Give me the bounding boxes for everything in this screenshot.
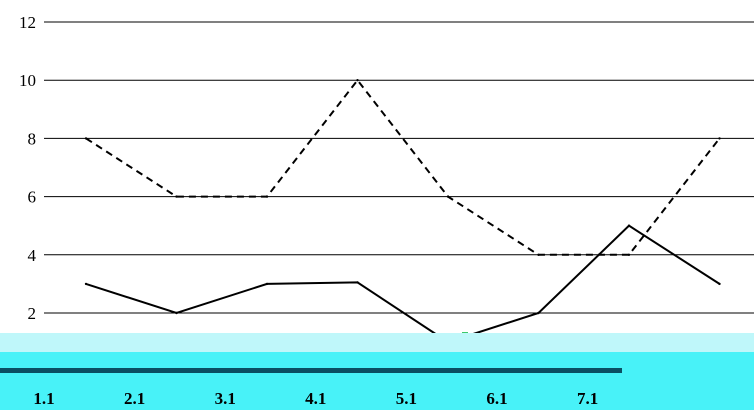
series-dashed-point-2 [265, 195, 269, 198]
y-axis-tick-labels: 2 4 6 8 10 12 [19, 13, 37, 323]
y-tick-label-12: 12 [19, 13, 36, 32]
series-dashed-point-5 [537, 253, 540, 256]
series-lines [84, 78, 721, 345]
y-tick-label-4: 4 [28, 246, 37, 265]
x-category-label-1: 1.1 [33, 389, 54, 408]
series-solid-point-7 [718, 282, 721, 286]
cyan-band [0, 333, 754, 410]
series-dashed-point-0 [84, 137, 88, 140]
gridlines [44, 21, 754, 314]
x-category-label-7: 7.1 [577, 389, 598, 408]
series-dashed-point-3 [356, 79, 359, 82]
y-tick-label-8: 8 [28, 129, 37, 148]
y-tick-label-10: 10 [19, 71, 36, 90]
series-solid-point-5 [537, 311, 540, 315]
series-solid-point-2 [265, 282, 269, 286]
series-line-solid [85, 224, 721, 344]
x-category-label-4: 4.1 [305, 389, 326, 408]
series-dashed-point-6 [627, 253, 631, 256]
band-dark-line [0, 368, 622, 373]
x-category-label-5: 5.1 [396, 389, 417, 408]
series-solid-point-0 [84, 282, 88, 286]
x-category-label-6: 6.1 [486, 389, 507, 408]
series-dashed-point-1 [175, 195, 178, 198]
series-solid-point-6 [627, 224, 631, 227]
series-solid-point-3 [356, 281, 359, 284]
band-light [0, 333, 754, 355]
series-line-dashed [85, 78, 721, 256]
x-category-label-2: 2.1 [124, 389, 145, 408]
y-tick-label-6: 6 [28, 188, 37, 207]
y-tick-label-2: 2 [28, 304, 37, 323]
series-dashed-point-7 [718, 137, 721, 140]
x-axis-category-labels: 1.1 2.1 3.1 4.1 5.1 6.1 7.1 [33, 389, 598, 408]
x-category-label-3: 3.1 [215, 389, 236, 408]
series-solid-point-1 [175, 311, 178, 315]
band-main [0, 352, 754, 410]
series-dashed-point-4 [446, 195, 450, 198]
